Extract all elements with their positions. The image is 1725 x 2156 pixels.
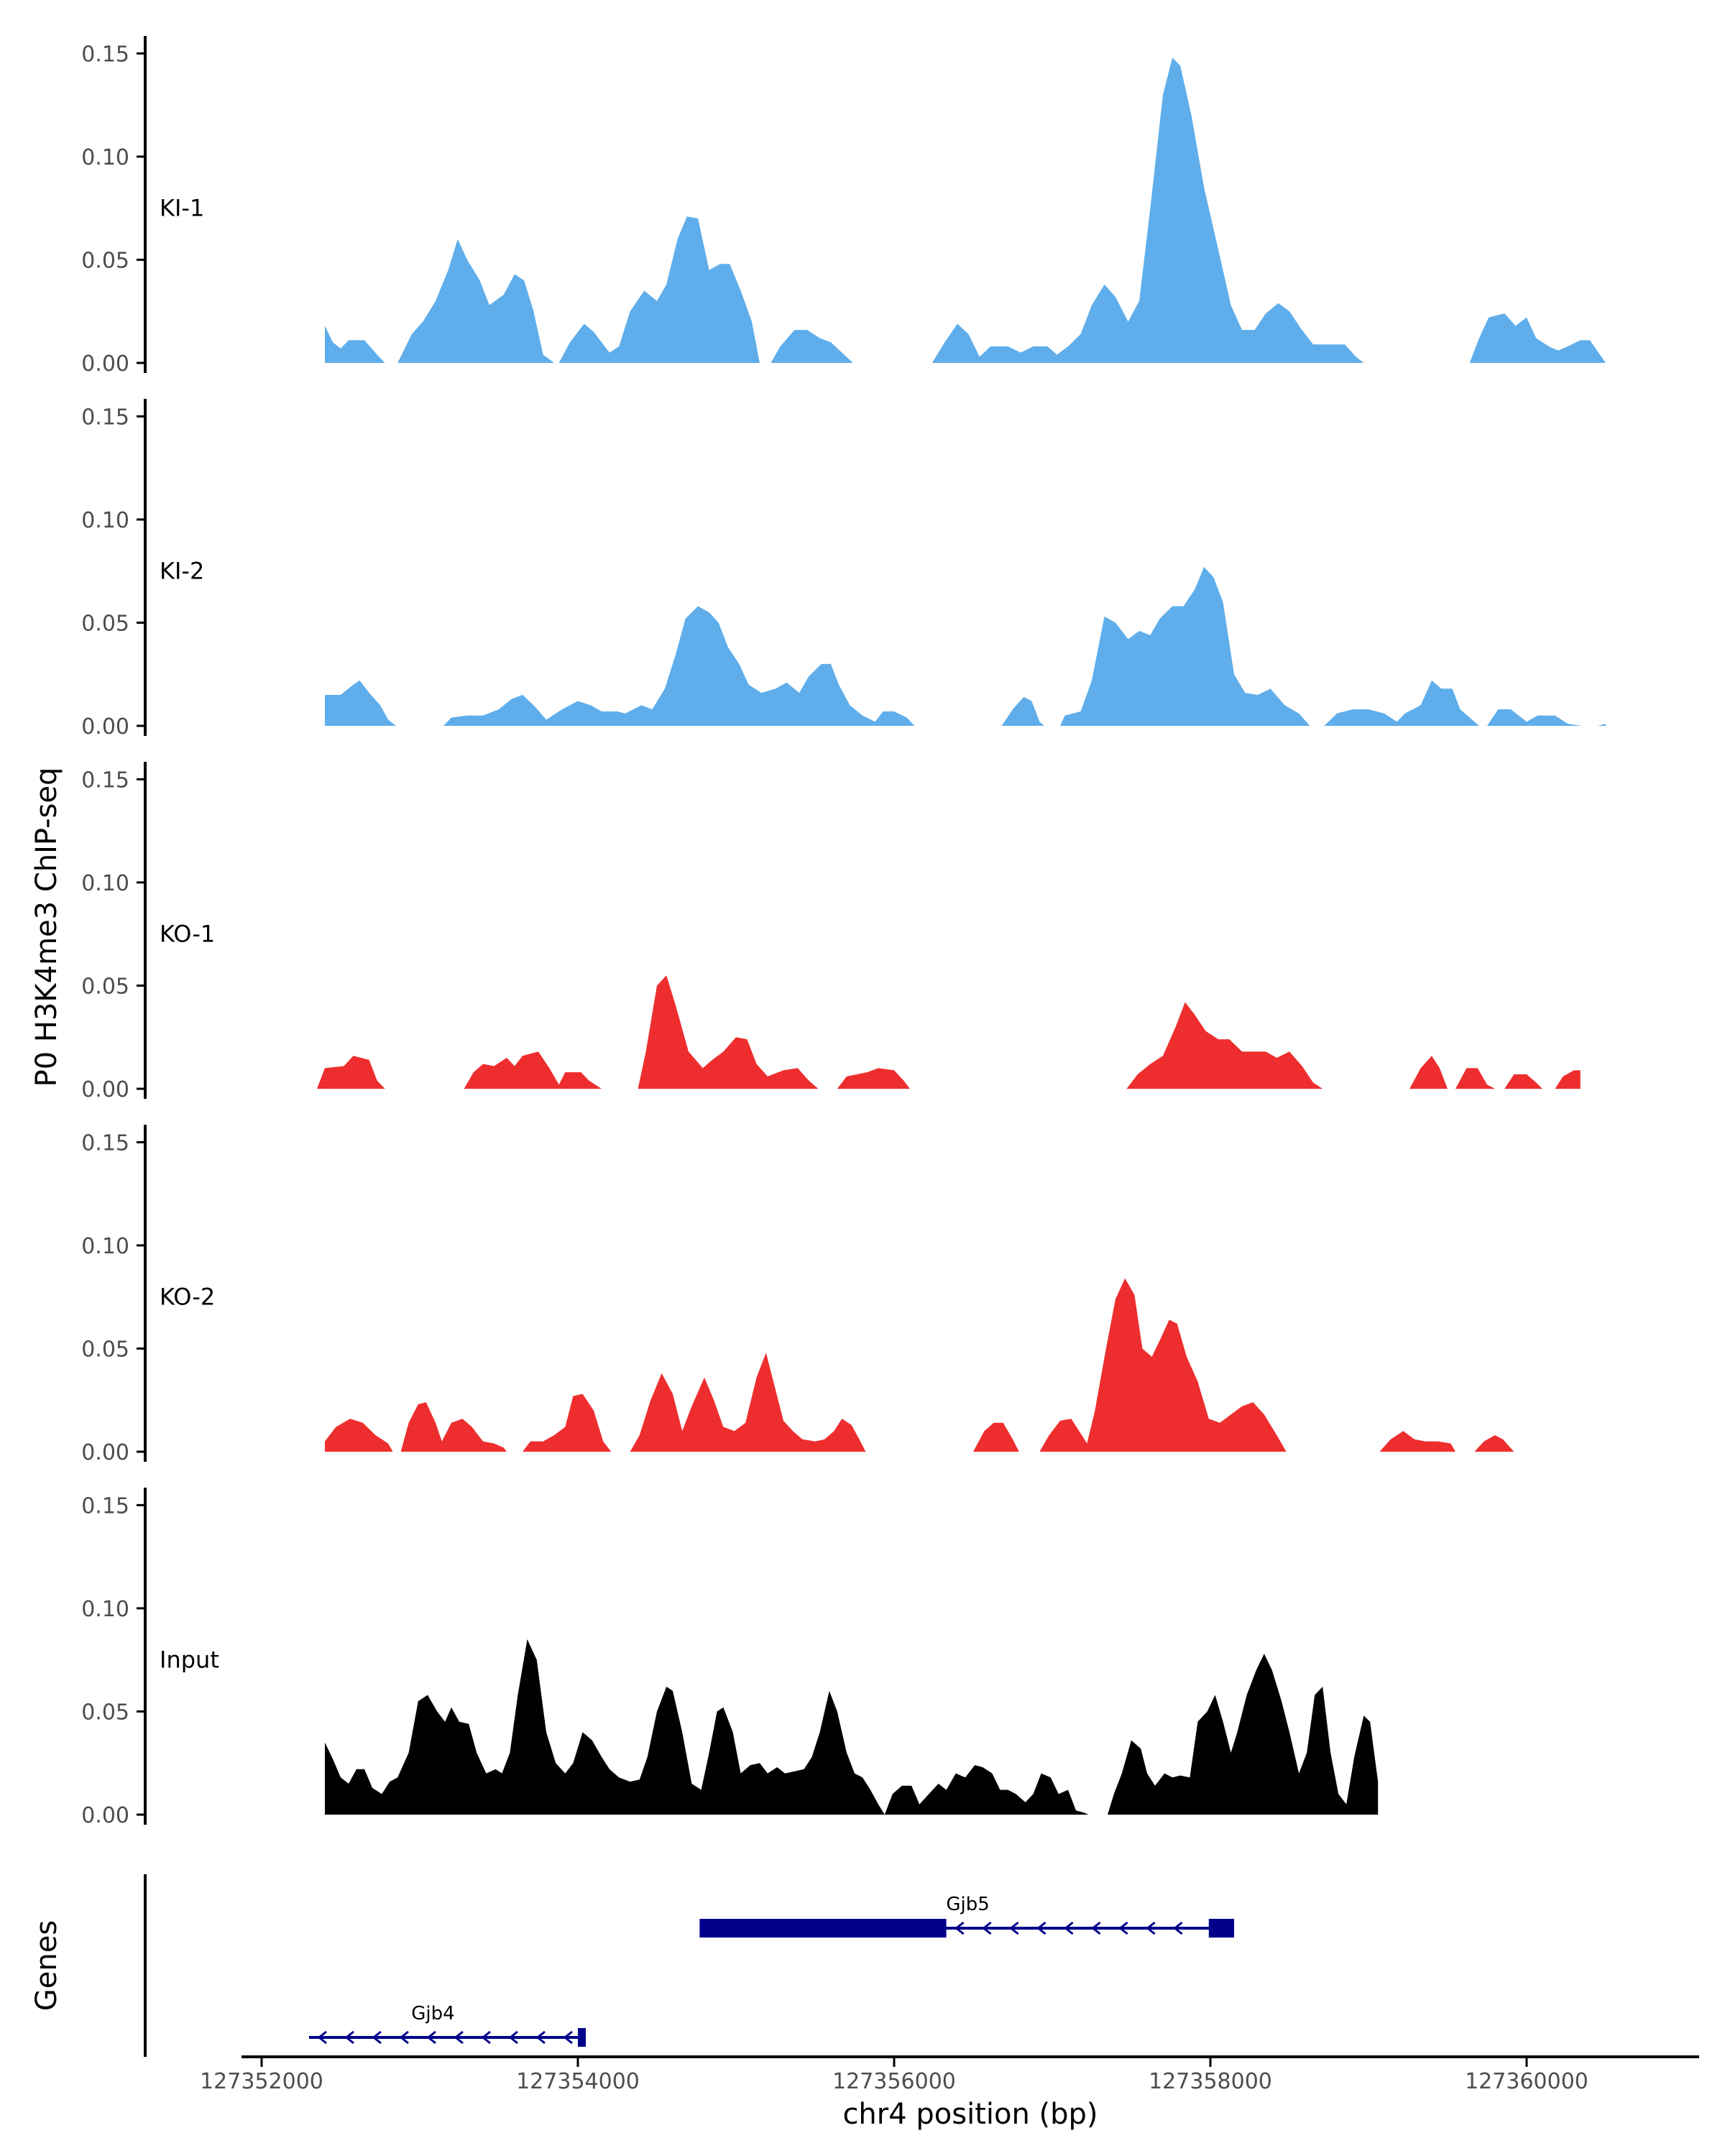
track-ko-2: 0.00 0.05 0.10 0.15 KO-2	[81, 1125, 1514, 1465]
strand-arrow-icon	[508, 2030, 518, 2045]
y-tick-label: 0.05	[81, 248, 129, 273]
strand-arrow-icon	[399, 2030, 409, 2045]
x-tick-label: 127356000	[832, 2069, 956, 2094]
track-label-ko-2: KO-2	[160, 1284, 215, 1311]
y-tick-label: 0.10	[81, 145, 129, 170]
y-axis-label: P0 H3K4me3 ChIP-seq	[30, 768, 63, 1087]
track-area-ko-2	[325, 1278, 1514, 1452]
y-tick-label: 0.00	[81, 1440, 129, 1465]
strand-arrow-icon	[1173, 1921, 1183, 1935]
x-axis-label: chr4 position (bp)	[842, 2098, 1098, 2131]
y-tick-label: 0.15	[81, 1130, 129, 1156]
strand-arrow-icon	[1064, 1921, 1074, 1935]
y-tick-label: 0.05	[81, 611, 129, 636]
track-label-ki-2: KI-2	[160, 558, 204, 585]
strand-arrow-icon	[317, 2030, 327, 2045]
strand-arrow-icon	[454, 2030, 464, 2045]
track-area-ki-1	[325, 57, 1606, 363]
strand-arrow-icon	[535, 2030, 546, 2045]
x-tick-label: 127358000	[1149, 2069, 1272, 2094]
strand-arrow-icon	[1091, 1921, 1101, 1935]
track-area-ko-1	[317, 975, 1581, 1089]
gene-models: Gjb5 Gjb4	[309, 1894, 1234, 2047]
y-tick-label: 0.10	[81, 871, 129, 896]
x-tick-label: 127360000	[1465, 2069, 1588, 2094]
y-tick-label: 0.00	[81, 714, 129, 740]
track-panels: 0.00 0.05 0.10 0.15 KI-1 0.00 0.05 0.10 0.15 KI-2…	[81, 36, 1606, 1828]
track-ko-1: 0.00 0.05 0.10 0.15 KO-1	[81, 762, 1581, 1102]
track-label-input: Input	[160, 1646, 219, 1674]
track-ki-1: 0.00 0.05 0.10 0.15 KI-1	[81, 36, 1606, 377]
strand-arrow-icon	[1036, 1921, 1046, 1935]
strand-arrow-icon	[344, 2030, 354, 2045]
y-tick-label: 0.15	[81, 42, 129, 67]
gene-gjb4-end-block	[578, 2028, 586, 2047]
track-label-ko-1: KO-1	[160, 921, 215, 948]
genes-track-label: Genes	[30, 1920, 63, 2011]
y-tick-label: 0.10	[81, 1597, 129, 1622]
x-axis: 127352000 127354000 127356000 127358000 1273…	[200, 2055, 1699, 2131]
y-tick-label: 0.05	[81, 1337, 129, 1362]
gene-gjb5: Gjb5	[699, 1894, 1234, 1938]
y-tick-label: 0.15	[81, 1493, 129, 1519]
strand-arrow-icon	[372, 2030, 382, 2045]
gene-gjb5-end-block	[1208, 1919, 1234, 1938]
gene-gjb4: Gjb4	[309, 2003, 586, 2047]
strand-arrow-icon	[426, 2030, 436, 2045]
y-tick-label: 0.10	[81, 1234, 129, 1259]
strand-arrow-icon	[982, 1921, 992, 1935]
y-tick-label: 0.15	[81, 768, 129, 793]
track-input: 0.00 0.05 0.10 0.15 Input	[81, 1488, 1379, 1828]
track-area-ki-2	[325, 566, 1606, 726]
genes-track: Genes Gjb5 Gjb4	[30, 1874, 1234, 2057]
y-tick-label: 0.05	[81, 1700, 129, 1725]
y-tick-label: 0.05	[81, 974, 129, 999]
track-label-ki-1: KI-1	[160, 195, 204, 222]
strand-arrow-icon	[1009, 1921, 1019, 1935]
track-area-input	[325, 1639, 1379, 1815]
y-tick-label: 0.00	[81, 1077, 129, 1102]
strand-arrow-icon	[1118, 1921, 1128, 1935]
strand-arrow-icon	[481, 2030, 491, 2045]
y-tick-label: 0.10	[81, 508, 129, 533]
strand-arrow-icon	[563, 2030, 573, 2045]
x-tick-label: 127352000	[200, 2069, 323, 2094]
y-tick-label: 0.00	[81, 351, 129, 377]
y-tick-label: 0.00	[81, 1803, 129, 1828]
gene-label-gjb5: Gjb5	[946, 1894, 989, 1915]
gene-label-gjb4: Gjb4	[411, 2003, 454, 2024]
strand-arrow-icon	[954, 1921, 965, 1935]
gene-gjb5-coding-block	[699, 1919, 947, 1938]
strand-arrow-icon	[1146, 1921, 1156, 1935]
y-tick-label: 0.15	[81, 405, 129, 430]
x-axis-ticks: 127352000 127354000 127356000 127358000 1273…	[200, 2057, 1588, 2094]
track-ki-2: 0.00 0.05 0.10 0.15 KI-2	[81, 399, 1606, 740]
x-tick-label: 127354000	[516, 2069, 640, 2094]
